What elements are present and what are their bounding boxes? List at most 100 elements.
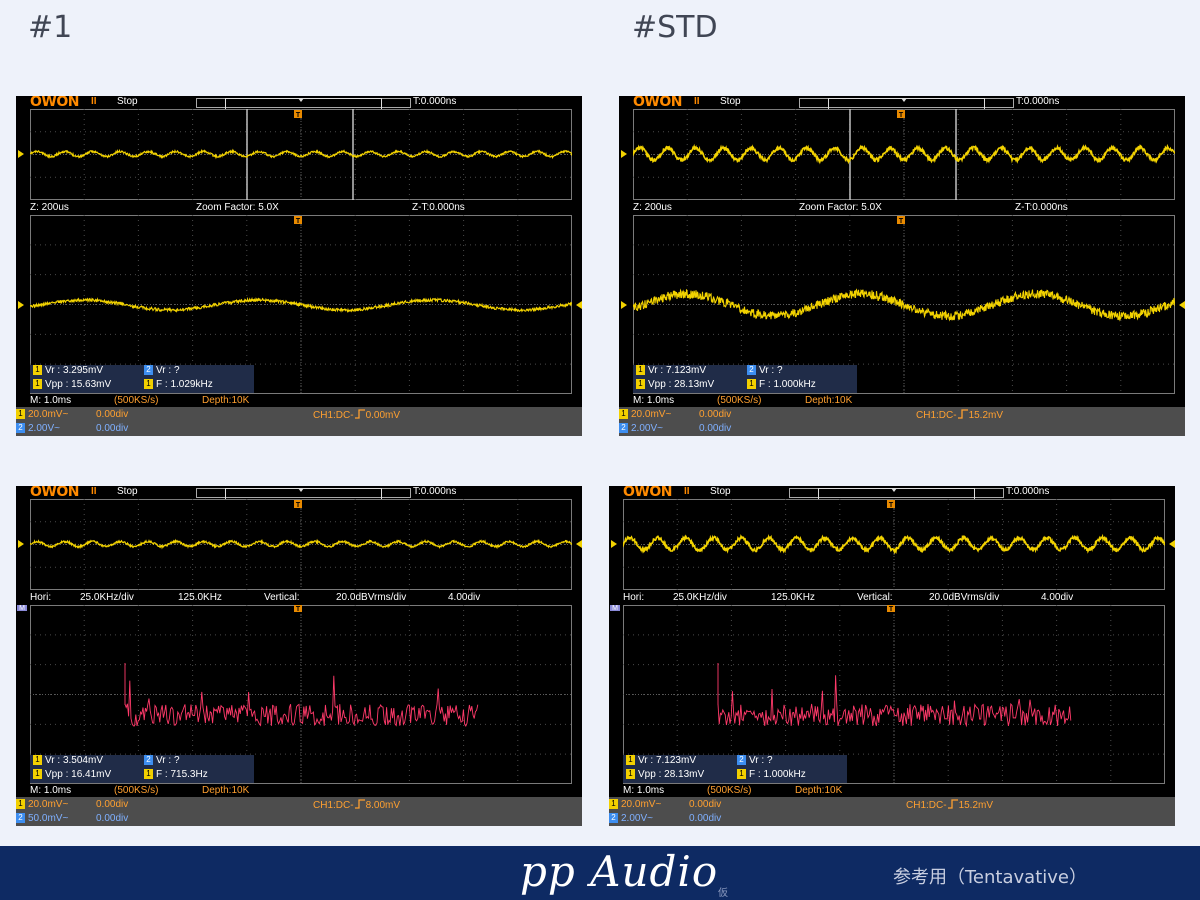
lower-waveform-screen: T [18,215,582,394]
trigger-time: T:0.000ns [1006,486,1050,497]
ch1-trace [30,148,572,160]
ch1-zoomed-trace [30,296,572,314]
pause-icon: II [694,96,700,107]
run-state: Stop [117,96,138,107]
measurement-value: F : 1.029kHz [156,379,213,390]
trigger-source: CH1:DC- [906,800,947,811]
trigger-time: T:0.000ns [1016,96,1060,107]
svg-text:M: M [612,605,618,612]
ch1-status: 1 20.0mV~ [16,409,68,420]
channel-chip: 2 [144,755,153,765]
measurement-item: 1 Vpp : 28.13mV [636,379,714,390]
sample-rate: (500KS/s) [114,785,159,796]
footer-bar: pp Audio 仮 参考用（Tentavative） [0,846,1200,900]
channel-chip: 1 [747,379,756,389]
measurement-item: 1 Vpp : 15.63mV [33,379,111,390]
measurement-value: F : 715.3Hz [156,769,208,780]
measurement-value: Vr : 7.123mV [638,755,696,766]
fft-vert-scale: 20.0dBVrms/div [336,592,407,603]
top-status-bar: OWON II Stop T:0.000ns [16,96,582,110]
run-state: Stop [710,486,731,497]
ch1-scale: 20.0mV~ [621,799,662,810]
channel-status-bar: 1 20.0mV~ 0.00div 2 50.0mV~ 0.00div CH1:DC- 8.0… [16,797,582,826]
scope-panel-3: OWON II Stop T:0.000ns T Hori: 25.0KHz/div 125.… [16,486,582,826]
zoom-trigger-time: Z-T:0.000ns [412,202,465,213]
ch2-chip: 2 [16,813,25,823]
fft-vert-label: Vertical: [264,592,300,603]
main-timebase: M: 1.0ms [633,395,675,406]
lower-waveform-screen: T [621,215,1185,394]
channel-chip: 1 [737,769,746,779]
ch1-zoomed-trace [633,288,1175,322]
channel-chip: 1 [626,755,635,765]
rising-edge-icon [947,799,959,811]
channel-1-marker-icon [611,540,617,548]
channel-chip: 1 [33,365,42,375]
measurement-panel: 1 Vr : 7.123mV 2 Vr : ? 1 Vpp : 28.13mV 1 F : 1… [623,755,847,783]
svg-text:T: T [899,218,904,225]
ch1-offset: 0.00div [699,409,732,420]
memory-depth: Depth:10K [805,395,853,406]
channel-chip: 1 [626,769,635,779]
ch2-offset: 0.00div [96,423,129,434]
channel-chip: 2 [737,755,746,765]
top-status-bar: OWON II Stop T:0.000ns [619,96,1185,110]
ch1-status: 1 20.0mV~ [16,799,68,810]
sample-rate: (500KS/s) [114,395,159,406]
ch2-offset: 0.00div [96,813,129,824]
graticule [633,109,1175,200]
channel-chip: 1 [636,379,645,389]
channel-1-marker-icon [621,301,627,309]
fft-vert-offset: 4.00div [448,592,481,603]
footer-note: 参考用（Tentavative） [893,867,1087,888]
trigger-status: CH1:DC- 15.2mV [916,409,1003,421]
measurement-value: Vr : 3.504mV [45,755,103,766]
ch1-trace [633,143,1175,165]
trigger-source: CH1:DC- [916,410,957,421]
run-state: Stop [117,486,138,497]
measurement-value: Vpp : 28.13mV [638,769,705,780]
timebase-bar [196,98,411,110]
trigger-time: T:0.000ns [413,486,457,497]
fft-hori-scale: 25.0KHz/div [80,592,134,603]
measurement-item: 2 Vr : ? [737,755,773,766]
svg-text:T: T [296,218,301,225]
run-state: Stop [720,96,741,107]
svg-text:T: T [889,606,894,613]
channel-chip: 1 [144,769,153,779]
measurement-value: Vpp : 15.63mV [45,379,112,390]
owon-logo: OWON [633,96,682,110]
ch1-chip: 1 [619,409,628,419]
main-timebase: M: 1.0ms [623,785,665,796]
ch1-offset: 0.00div [96,409,129,420]
trigger-level: 0.00mV [365,410,401,421]
fft-spectrum-trace [124,663,479,727]
trigger-marker-icon: T [294,605,302,613]
fft-hori-center: 125.0KHz [771,592,815,603]
top-status-bar: OWON II Stop T:0.000ns [609,486,1175,500]
ch2-chip: 2 [609,813,618,823]
fft-vert-scale: 20.0dBVrms/div [929,592,1000,603]
trigger-time: T:0.000ns [413,96,457,107]
trigger-source: CH1:DC- [313,800,354,811]
measurement-value: F : 1.000kHz [749,769,806,780]
ch2-status: 2 2.00V~ [609,813,653,824]
trigger-level-icon [1179,301,1185,309]
ch1-status: 1 20.0mV~ [619,409,671,420]
svg-text:M: M [19,605,25,612]
rising-edge-icon [354,409,366,421]
measurement-value: Vr : ? [156,755,180,766]
ch1-scale: 20.0mV~ [28,799,69,810]
scope-panel-4: OWON II Stop T:0.000ns T Hori: 25.0KHz/div 125.… [609,486,1175,826]
trigger-marker-icon: T [294,110,302,119]
ch2-scale: 2.00V~ [621,813,653,824]
zoom-timebase: Z: 200us [30,202,69,213]
measurement-value: Vr : ? [156,365,180,376]
measurement-item: 2 Vr : ? [747,365,783,376]
svg-text:T: T [296,112,301,119]
owon-logo: OWON [30,486,79,500]
channel-chip: 1 [33,379,42,389]
